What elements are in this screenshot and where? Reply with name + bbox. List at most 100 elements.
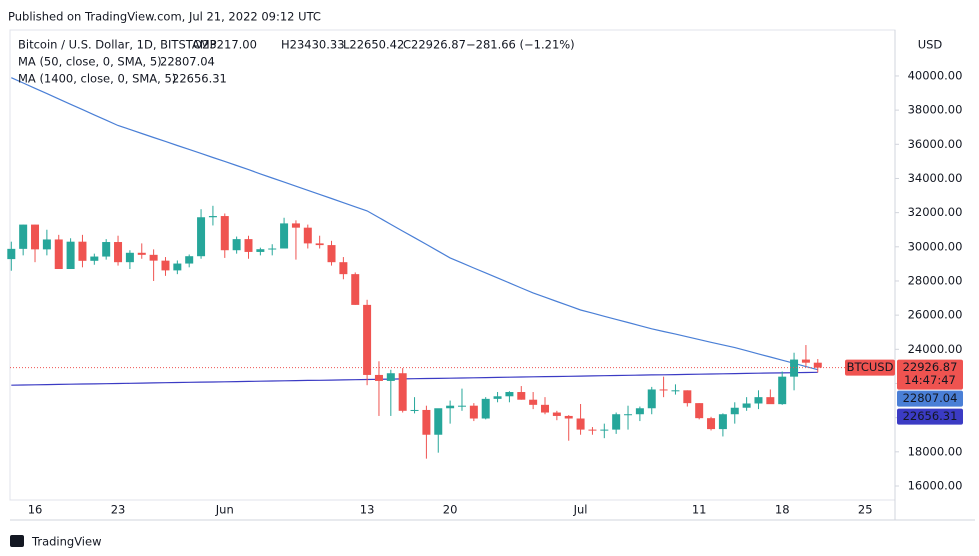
candle-body bbox=[683, 390, 692, 404]
ohlc-value: L22650.42 bbox=[343, 38, 404, 52]
y-tick-label: 34000.00 bbox=[908, 171, 963, 185]
candle-body bbox=[671, 390, 680, 392]
candle-body bbox=[398, 373, 407, 411]
y-tick-label: 26000.00 bbox=[908, 308, 963, 322]
candle-body bbox=[7, 248, 16, 260]
candle-body bbox=[114, 242, 123, 263]
ohlc-value: −281.66 (−1.21%) bbox=[466, 38, 575, 52]
x-tick-label: 16 bbox=[28, 503, 43, 517]
x-tick-label: 13 bbox=[360, 503, 375, 517]
footer-brand: TradingView bbox=[31, 535, 101, 549]
candle-body bbox=[351, 274, 360, 305]
candle-body bbox=[303, 227, 312, 244]
candle-body bbox=[481, 398, 490, 419]
x-tick-label: 25 bbox=[858, 503, 873, 517]
candle-body bbox=[90, 256, 99, 261]
candle-body bbox=[42, 239, 51, 250]
ma-line bbox=[11, 371, 818, 386]
ma-price-label: 22656.31 bbox=[903, 409, 958, 423]
candle-body bbox=[624, 414, 633, 416]
x-tick-label: Jun bbox=[215, 503, 234, 517]
candle-body bbox=[576, 418, 585, 430]
candle-body bbox=[541, 404, 549, 413]
x-tick-label: 20 bbox=[443, 503, 458, 517]
candle-body bbox=[564, 415, 573, 419]
x-tick-label: Jul bbox=[573, 503, 588, 517]
countdown-label: 14:47:47 bbox=[904, 373, 956, 387]
legend-entry: MA (1400, close, 0, SMA, 5) bbox=[18, 72, 176, 86]
candle-body bbox=[469, 405, 478, 419]
candle-body bbox=[588, 429, 597, 431]
candle-body bbox=[730, 407, 739, 415]
candle-body bbox=[552, 412, 561, 416]
candle-body bbox=[125, 252, 134, 263]
candle-body bbox=[197, 217, 206, 257]
candle-body bbox=[612, 414, 621, 430]
y-tick-label: 38000.00 bbox=[908, 103, 963, 117]
candle-body bbox=[291, 223, 300, 228]
ma-price-box bbox=[897, 390, 963, 407]
candle-body bbox=[434, 408, 443, 435]
legend-entry: MA (50, close, 0, SMA, 5) bbox=[18, 55, 162, 69]
legend-value: 22656.31 bbox=[172, 72, 227, 86]
candle-body bbox=[208, 216, 217, 218]
ohlc-value: O23217.00 bbox=[193, 38, 257, 52]
candle-body bbox=[374, 374, 383, 381]
legend-value: 22807.04 bbox=[160, 55, 215, 69]
candle-body bbox=[280, 223, 289, 249]
candle-body bbox=[173, 263, 182, 271]
candle-body bbox=[659, 389, 668, 391]
candle-body bbox=[315, 243, 324, 246]
candle-body bbox=[161, 260, 170, 271]
y-tick-label: 16000.00 bbox=[908, 478, 963, 492]
ma-price-label: 22807.04 bbox=[903, 391, 958, 405]
ma-price-box bbox=[897, 408, 963, 425]
x-tick-label: 11 bbox=[692, 503, 707, 517]
candle-body bbox=[268, 248, 277, 250]
candle-body bbox=[422, 409, 431, 435]
candle-body bbox=[54, 239, 63, 270]
candle-body bbox=[244, 239, 253, 252]
candle-body bbox=[149, 254, 158, 261]
candle-body bbox=[754, 397, 763, 404]
candle-body bbox=[19, 224, 28, 249]
candle-body bbox=[790, 359, 799, 377]
chart-title: Bitcoin / U.S. Dollar, 1D, BITSTAMP bbox=[18, 38, 217, 52]
y-tick-label: 18000.00 bbox=[908, 444, 963, 458]
candle-body bbox=[185, 256, 194, 264]
y-tick-label: 30000.00 bbox=[908, 239, 963, 253]
candle-body bbox=[457, 405, 466, 407]
logo-icon bbox=[10, 535, 24, 547]
candle-body bbox=[529, 399, 538, 405]
y-tick-label: 24000.00 bbox=[908, 342, 963, 356]
candle-body bbox=[778, 376, 787, 405]
ma-lines bbox=[11, 77, 818, 386]
candle-body bbox=[801, 359, 810, 363]
candle-body bbox=[66, 241, 75, 270]
candle-body bbox=[647, 389, 656, 409]
ohlc-value: H23430.33 bbox=[281, 38, 345, 52]
candle-body bbox=[339, 262, 348, 275]
candle-body bbox=[600, 429, 609, 431]
candle-body bbox=[718, 414, 727, 430]
candle-body bbox=[446, 405, 455, 409]
candle-body bbox=[232, 239, 241, 251]
candle-body bbox=[220, 216, 229, 251]
ohlc-value: C22926.87 bbox=[403, 38, 466, 52]
x-tick-label: 18 bbox=[775, 503, 790, 517]
candle-body bbox=[517, 392, 526, 400]
logo: TradingView bbox=[10, 535, 101, 549]
y-tick-label: 40000.00 bbox=[908, 68, 963, 82]
candles bbox=[7, 205, 822, 459]
price-label: 22926.87 bbox=[903, 360, 958, 374]
candle-body bbox=[410, 409, 419, 411]
candle-body bbox=[766, 397, 775, 405]
y-tick-label: 32000.00 bbox=[908, 205, 963, 219]
y-tick-label: 36000.00 bbox=[908, 137, 963, 151]
symbol-label: BTCUSD bbox=[847, 360, 894, 374]
candle-body bbox=[327, 245, 336, 263]
candle-body bbox=[102, 242, 111, 257]
candle-body bbox=[505, 392, 514, 397]
y-tick-label: 28000.00 bbox=[908, 273, 963, 287]
